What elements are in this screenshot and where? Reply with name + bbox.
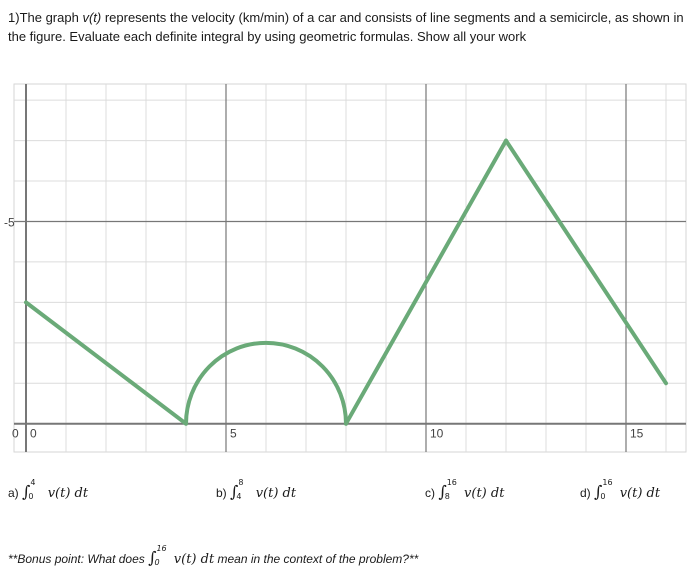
y-tick-label: -5 [4, 215, 15, 229]
part-b: b) ∫ 8 4 v(t) dt [216, 478, 297, 501]
grid-lines [13, 83, 687, 453]
x-tick-label: 15 [630, 427, 644, 441]
problem-number: 1) [8, 10, 20, 25]
lower-limit: 8 [444, 492, 450, 501]
semicircle-segment [184, 340, 348, 426]
x-tick-label: 0 [30, 427, 37, 441]
bonus-prefix: **Bonus point: What does [8, 552, 149, 566]
part-a: a) ∫ 4 0 v(t) dt [8, 478, 89, 501]
problem-statement: 1)The graph v(t) represents the velocity… [8, 8, 692, 46]
problem-text-start: The graph [19, 10, 83, 25]
tick-labels: 0 5 10 15 -5 0 [4, 215, 644, 440]
line-segment [504, 138, 668, 386]
plot-frame [13, 83, 687, 453]
integral-parts: a) ∫ 4 0 v(t) dt b) ∫ 8 4 v(t) dt c) ∫ 16 8 v(… [0, 478, 700, 506]
x-tick-label: 5 [230, 427, 237, 441]
velocity-graph: 0 5 10 15 -5 0 [4, 83, 687, 453]
part-label: c) [425, 486, 435, 500]
upper-limit: 16 [446, 478, 457, 487]
bonus-question: **Bonus point: What does ∫ 16 0 v(t) dt me… [8, 544, 419, 567]
origin-label: 0 [12, 427, 19, 441]
part-label: d) [580, 486, 591, 500]
integrand: v(t) dt [47, 486, 89, 501]
integrand: v(t) dt [255, 486, 297, 501]
integrand: v(t) dt [464, 486, 505, 501]
part-label: b) [216, 486, 227, 500]
part-label: a) [8, 486, 19, 500]
lower-limit: 0 [600, 492, 606, 501]
upper-limit: 4 [30, 478, 36, 487]
function-name: v(t) [82, 10, 102, 25]
line-segment [24, 300, 188, 426]
lower-limit: 0 [28, 492, 34, 501]
integrand: v(t) dt [173, 552, 215, 567]
problem-text-end: represents the velocity (km/min) of a ca… [8, 10, 684, 44]
integrand: v(t) dt [619, 486, 661, 501]
upper-limit: 16 [602, 478, 613, 487]
lower-limit: 0 [154, 558, 160, 567]
axes [14, 84, 686, 452]
part-c: c) ∫ 16 8 v(t) dt [425, 478, 505, 501]
lower-limit: 4 [236, 492, 242, 501]
velocity-curve [24, 138, 668, 426]
x-tick-label: 10 [430, 427, 444, 441]
part-d: d) ∫ 16 0 v(t) dt [580, 478, 661, 501]
bonus-suffix: mean in the context of the problem?** [214, 552, 419, 566]
line-segment [344, 138, 508, 426]
upper-limit: 8 [238, 478, 244, 487]
upper-limit: 16 [156, 544, 167, 553]
